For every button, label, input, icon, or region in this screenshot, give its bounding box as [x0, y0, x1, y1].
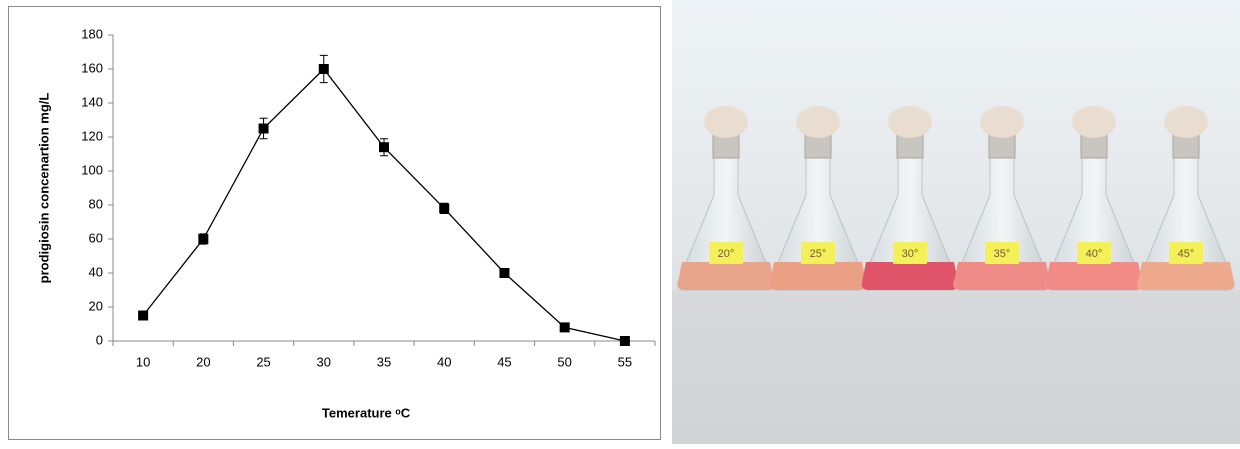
liquid [954, 262, 1051, 290]
cotton-plug [980, 106, 1024, 138]
data-point [620, 336, 630, 346]
flask-label-text: 40° [1086, 248, 1103, 260]
liquid [862, 262, 959, 290]
figure: prodigiosin concenartion mg/L Temerature… [0, 0, 1240, 444]
data-point [499, 268, 509, 278]
chart-frame [9, 7, 661, 440]
x-tick-label: 45 [497, 354, 511, 369]
page: {"chart_data": {"type": "line", "ylabel"… [0, 0, 1240, 444]
x-tick-label: 40 [437, 354, 451, 369]
x-tick-label: 50 [557, 354, 571, 369]
y-tick-label: 60 [89, 230, 103, 245]
cotton-plug [796, 106, 840, 138]
x-axis-label: Temerature ᵒC [322, 405, 411, 420]
flask-label-text: 45° [1178, 248, 1195, 260]
cotton-plug [1164, 106, 1208, 138]
x-tick-label: 55 [618, 354, 632, 369]
flask-label-text: 30° [902, 248, 919, 260]
data-point [138, 311, 148, 321]
y-tick-label: 120 [81, 128, 103, 143]
y-tick-label: 80 [89, 196, 103, 211]
y-tick-label: 20 [89, 298, 103, 313]
data-point [439, 203, 449, 213]
cotton-plug [888, 106, 932, 138]
liquid [770, 262, 867, 290]
cotton-plug [1072, 106, 1116, 138]
flask-label-text: 20° [718, 248, 735, 260]
photo: 20° 25° 30° 35° 40° 45° [672, 0, 1240, 444]
liquid [1046, 262, 1143, 290]
y-tick-label: 140 [81, 94, 103, 109]
y-tick-label: 40 [89, 264, 103, 279]
data-point [259, 124, 269, 134]
x-tick-label: 20 [196, 354, 210, 369]
data-point [319, 64, 329, 74]
x-tick-label: 10 [136, 354, 150, 369]
cotton-plug [704, 106, 748, 138]
flask-label-text: 25° [810, 248, 827, 260]
data-point [379, 142, 389, 152]
flask-label-text: 35° [994, 248, 1011, 260]
data-point [560, 322, 570, 332]
y-tick-label: 0 [96, 332, 103, 347]
y-tick-label: 160 [81, 60, 103, 75]
y-axis-label: prodigiosin concenartion mg/L [36, 93, 51, 284]
x-tick-label: 30 [317, 354, 331, 369]
x-tick-label: 35 [377, 354, 391, 369]
x-tick-label: 25 [256, 354, 270, 369]
y-tick-label: 100 [81, 162, 103, 177]
table-surface [672, 290, 1240, 444]
y-tick-label: 180 [81, 26, 103, 41]
liquid [1138, 262, 1235, 290]
data-point [198, 234, 208, 244]
liquid [678, 262, 775, 290]
